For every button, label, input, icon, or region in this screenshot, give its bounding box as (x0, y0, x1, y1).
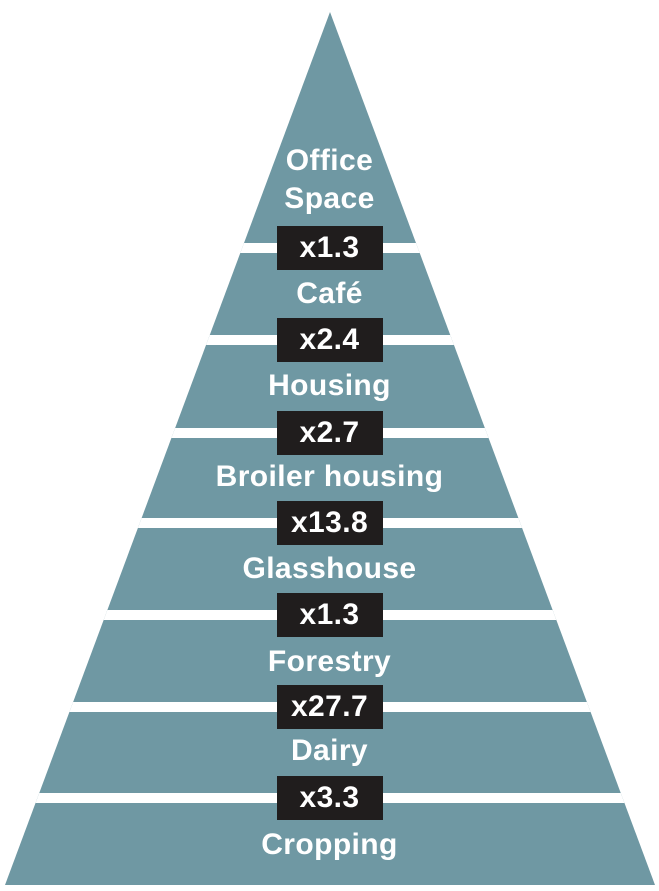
layer-label-dairy: Dairy (290, 734, 369, 767)
multiplier-badge-housing-broiler: x2.7 (276, 411, 383, 455)
multiplier-badge-forestry-dairy: x27.7 (276, 685, 383, 729)
multiplier-badge-glasshouse-forestry: x1.3 (276, 593, 383, 637)
multiplier-badge-broiler-glasshouse: x13.8 (276, 501, 383, 545)
layer-label-glasshouse: Glasshouse (242, 552, 417, 585)
layer-label-broiler-housing: Broiler housing (215, 460, 444, 493)
multiplier-badge-cafe-housing: x2.4 (276, 318, 383, 362)
layer-label-office-space: Office Space (284, 144, 375, 215)
layer-label-forestry: Forestry (267, 645, 392, 678)
layer-label-housing: Housing (268, 369, 391, 402)
multiplier-badge-office-space-cafe: x1.3 (276, 226, 383, 270)
layer-label-cafe: Café (296, 277, 363, 310)
layer-label-cropping: Cropping (261, 828, 398, 861)
multiplier-badge-dairy-cropping: x3.3 (276, 776, 383, 820)
